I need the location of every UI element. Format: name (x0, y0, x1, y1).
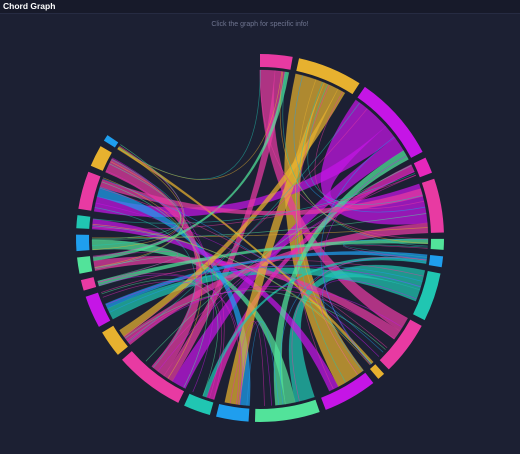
ribbon-thread-16[interactable] (101, 279, 219, 397)
group-arc-layer[interactable] (75, 54, 444, 422)
group-arc-9[interactable] (369, 364, 385, 379)
ribbon-21[interactable] (202, 256, 427, 398)
ribbon-thread-50[interactable] (157, 171, 415, 372)
group-arc-12[interactable] (216, 404, 250, 422)
group-arc-19[interactable] (75, 234, 90, 252)
ribbon-thread-17[interactable] (118, 69, 261, 180)
group-arc-21[interactable] (78, 171, 101, 211)
group-arc-4[interactable] (421, 178, 444, 233)
group-arc-1[interactable] (296, 58, 360, 95)
group-arc-16[interactable] (85, 292, 111, 327)
group-arc-13[interactable] (184, 393, 214, 416)
ribbon-thread-34[interactable] (92, 161, 182, 251)
ribbon-thread-13[interactable] (91, 227, 428, 239)
group-arc-15[interactable] (102, 325, 128, 355)
ribbon-thread-46[interactable] (322, 273, 421, 372)
ribbon-16[interactable] (97, 238, 429, 287)
group-arc-10[interactable] (321, 372, 374, 410)
ribbon-thread-18[interactable] (279, 258, 427, 405)
ribbon-thread-2[interactable] (145, 165, 412, 362)
ribbon-thread-51[interactable] (101, 181, 209, 388)
ribbon-8[interactable] (123, 222, 429, 346)
ribbon-2[interactable] (93, 126, 396, 218)
ribbon-thread-57[interactable] (128, 285, 403, 344)
ribbon-thread-30[interactable] (94, 144, 185, 270)
group-arc-7[interactable] (413, 271, 441, 321)
ribbon-thread-47[interactable] (93, 251, 179, 283)
ribbon-thread-59[interactable] (343, 243, 428, 258)
group-arc-2[interactable] (357, 86, 423, 158)
ribbon-thread-52[interactable] (307, 84, 423, 205)
ribbon-thread-41[interactable] (117, 71, 283, 181)
group-arc-14[interactable] (122, 351, 185, 403)
ribbon-thread-4[interactable] (293, 75, 426, 213)
ribbon-thread-15[interactable] (322, 155, 407, 365)
ribbon-thread-8[interactable] (95, 202, 380, 357)
ribbon-thread-25[interactable] (109, 265, 423, 313)
ribbon-thread-56[interactable] (99, 187, 388, 349)
group-arc-0[interactable] (260, 54, 293, 70)
ribbon-thread-58[interactable] (92, 163, 181, 240)
ribbon-thread-37[interactable] (92, 213, 427, 240)
ribbon-thread-29[interactable] (238, 321, 272, 406)
ribbon-thread-19[interactable] (105, 170, 225, 400)
group-arc-11[interactable] (254, 399, 320, 422)
ribbon-thread-39[interactable] (320, 136, 395, 365)
panel-title: Chord Graph (3, 1, 56, 11)
ribbon-thread-27[interactable] (103, 177, 203, 379)
ribbon-thread-28[interactable] (314, 91, 425, 209)
ribbon-thread-44[interactable] (92, 225, 372, 364)
ribbon-thread-38[interactable] (127, 102, 360, 343)
panel-header: Chord Graph (0, 0, 520, 14)
ribbon-thread-45[interactable] (93, 173, 416, 224)
group-arc-20[interactable] (76, 215, 91, 229)
group-arc-22[interactable] (90, 146, 112, 171)
ribbon-thread-54[interactable] (92, 145, 184, 257)
ribbon-thread-36[interactable] (98, 274, 243, 405)
ribbon-thread-42[interactable] (291, 257, 427, 402)
ribbon-thread-14[interactable] (123, 108, 368, 337)
ribbon-thread-3[interactable] (94, 207, 196, 368)
ribbon-thread-31[interactable] (295, 81, 346, 383)
ribbon-thread-35[interactable] (343, 244, 428, 261)
ribbon-thread-40[interactable] (102, 281, 223, 399)
group-arc-3[interactable] (413, 157, 433, 178)
group-arc-6[interactable] (428, 255, 444, 268)
ribbon-thread-33[interactable] (126, 288, 395, 341)
ribbon-layer[interactable] (91, 69, 429, 406)
ribbon-thread-53[interactable] (246, 321, 280, 406)
group-arc-18[interactable] (77, 256, 93, 274)
ribbon-thread-49[interactable] (100, 260, 424, 293)
ribbon-thread-48[interactable] (279, 71, 428, 244)
group-arc-8[interactable] (379, 319, 422, 370)
ribbon-20[interactable] (119, 88, 346, 338)
ribbon-thread-0[interactable] (259, 69, 428, 240)
ribbon-thread-55[interactable] (295, 79, 358, 376)
ribbon-thread-43[interactable] (112, 157, 215, 393)
group-arc-23[interactable] (103, 135, 119, 148)
chart-hint-text: Click the graph for specific info! (211, 21, 309, 28)
ribbon-thread-1[interactable] (105, 265, 421, 306)
ribbon-thread-26[interactable] (151, 174, 416, 367)
ribbon-thread-23[interactable] (94, 255, 179, 282)
group-arc-17[interactable] (80, 277, 97, 291)
ribbon-14[interactable] (206, 164, 415, 401)
ribbon-thread-32[interactable] (102, 178, 384, 353)
ribbon-thread-5[interactable] (229, 320, 265, 406)
ribbon-17[interactable] (105, 251, 428, 309)
group-arc-5[interactable] (430, 238, 444, 250)
